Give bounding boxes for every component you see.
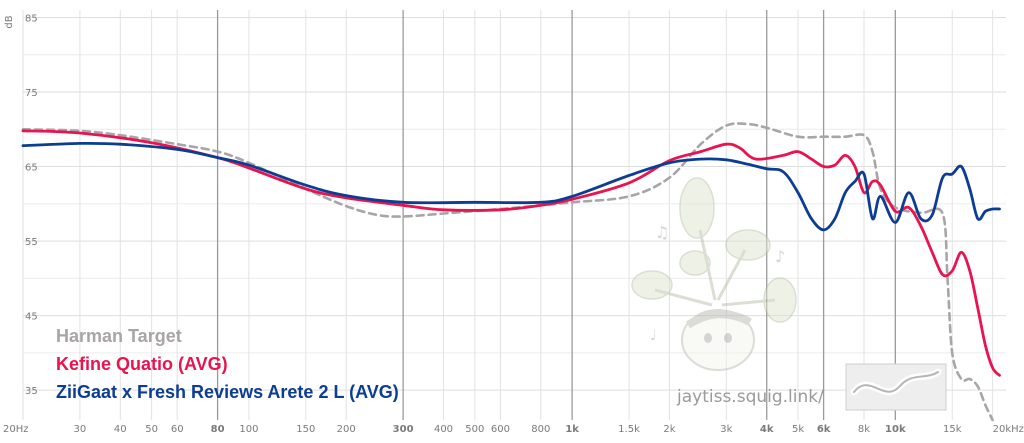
x-tick-label: 40 xyxy=(114,424,127,435)
x-tick-label: 80 xyxy=(211,424,225,435)
x-tick-label: 20Hz xyxy=(3,424,29,435)
x-tick-label: 10k xyxy=(885,424,906,435)
x-axis: 20Hz 30 40 50 60 80 100 150 200 300 400 500 600 800 1k… xyxy=(3,424,1024,435)
y-tick-label: 85 xyxy=(25,13,38,24)
x-tick-label: 150 xyxy=(296,424,315,435)
svg-text:♪: ♪ xyxy=(775,247,785,266)
x-tick-label: 500 xyxy=(465,424,484,435)
legend-entry-2: ZiiGaat x Fresh Reviews Arete 2 L (AVG) xyxy=(56,382,399,402)
x-tick-label: 600 xyxy=(491,424,510,435)
x-tick-label: 15k xyxy=(943,424,962,435)
x-tick-label: 100 xyxy=(239,424,258,435)
y-tick-label: 35 xyxy=(25,386,38,397)
x-tick-label: 800 xyxy=(531,424,550,435)
x-tick-label: 3k xyxy=(720,424,732,435)
x-tick-label: 20kHz xyxy=(993,424,1024,435)
legend-entry-0: Harman Target xyxy=(56,326,182,346)
watermark-url: jaytiss.squig.link/ xyxy=(676,387,824,407)
y-tick-label: 75 xyxy=(25,88,38,99)
svg-text:♫: ♫ xyxy=(655,223,669,242)
y-axis: 35 45 55 65 75 85 xyxy=(25,13,38,397)
legend: Harman Target Kefine Quatio (AVG) ZiiGaa… xyxy=(56,326,399,402)
x-tick-label: 4k xyxy=(760,424,774,435)
y-tick-label: 45 xyxy=(25,312,38,323)
series-line-2 xyxy=(21,141,1001,232)
series-line-1 xyxy=(21,129,1001,377)
grid xyxy=(22,10,1006,420)
legend-entry-1: Kefine Quatio (AVG) xyxy=(56,354,228,374)
x-tick-label: 2k xyxy=(663,424,675,435)
y-tick-label: 65 xyxy=(25,163,38,174)
x-tick-label: 50 xyxy=(145,424,158,435)
x-tick-label: 6k xyxy=(817,424,831,435)
mascot-watermark: ♫ ♪ ♩ xyxy=(631,177,797,371)
x-tick-label: 30 xyxy=(74,424,87,435)
x-tick-label: 1.5k xyxy=(618,424,640,435)
x-tick-label: 60 xyxy=(171,424,184,435)
x-tick-label: 5k xyxy=(792,424,804,435)
svg-text:♩: ♩ xyxy=(650,328,657,344)
y-tick-label: 55 xyxy=(25,237,38,248)
x-tick-label: 400 xyxy=(434,424,453,435)
x-tick-label: 300 xyxy=(393,424,414,435)
squig-logo xyxy=(845,363,947,411)
y-axis-label: dB xyxy=(4,15,15,28)
x-tick-label: 200 xyxy=(337,424,356,435)
curves xyxy=(21,122,1001,422)
x-tick-label: 8k xyxy=(858,424,870,435)
x-tick-label: 1k xyxy=(565,424,579,435)
